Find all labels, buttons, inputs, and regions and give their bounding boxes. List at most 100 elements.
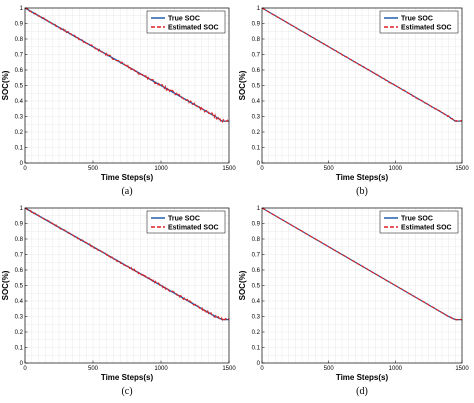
x-axis-label: Time Steps(s) (101, 373, 154, 382)
y-tick-label: 0.4 (252, 299, 261, 305)
y-tick-label: 0.6 (252, 68, 261, 74)
legend-label: True SOC (401, 15, 433, 22)
y-tick-label: 0.5 (15, 84, 24, 90)
y-tick-label: 0.8 (15, 37, 24, 43)
legend-label: Estimated SOC (401, 224, 452, 231)
y-tick-label: 0.7 (15, 53, 24, 59)
x-tick-label: 1500 (222, 166, 236, 172)
y-tick-label: 0.7 (252, 253, 261, 259)
y-tick-label: 0 (257, 361, 261, 367)
legend-label: True SOC (168, 15, 200, 22)
y-tick-label: 0.9 (252, 22, 261, 28)
x-tick-label: 1000 (154, 366, 168, 372)
subplot-c: 0 0.1 0.2 0.3 0.4 0.5 0.6 0.7 0.8 0.9 1 0 500 1000 150… (1, 206, 236, 397)
y-tick-label: 0.7 (252, 53, 261, 59)
subplot-caption: (c) (121, 386, 132, 397)
y-tick-label: 1 (20, 206, 24, 212)
x-tick-label: 0 (260, 366, 264, 372)
x-axis-label: Time Steps(s) (336, 173, 389, 182)
y-tick-label: 0.2 (15, 130, 24, 136)
y-tick-label: 0.9 (15, 222, 24, 228)
y-tick-label: 0.5 (252, 84, 261, 90)
legend-label: True SOC (168, 215, 200, 222)
y-tick-label: 0.7 (15, 253, 24, 259)
y-tick-label: 0.3 (252, 315, 261, 321)
y-tick-label: 0 (20, 161, 24, 167)
subplot-b: 0 0.1 0.2 0.3 0.4 0.5 0.6 0.7 0.8 0.9 1 0 500 1000 150… (238, 6, 469, 197)
estimated-soc-line (261, 207, 463, 321)
x-tick-label: 1000 (389, 366, 403, 372)
y-tick-label: 0.5 (15, 284, 24, 290)
x-axis-label: Time Steps(s) (336, 373, 389, 382)
legend: True SOC Estimated SOC (146, 10, 226, 34)
estimated-soc-line (261, 7, 463, 122)
y-tick-label: 0.4 (15, 299, 24, 305)
x-tick-label: 500 (88, 166, 99, 172)
y-tick-label: 0 (20, 361, 24, 367)
estimated-soc-line (24, 7, 230, 124)
x-tick-label: 1500 (455, 366, 469, 372)
grid-lines (262, 8, 462, 163)
estimated-soc-line (24, 207, 230, 322)
y-tick-label: 0.4 (15, 99, 24, 105)
grid-lines (25, 208, 229, 363)
subplot-d: 0 0.1 0.2 0.3 0.4 0.5 0.6 0.7 0.8 0.9 1 0 500 1000 150… (238, 206, 469, 397)
plot-frame (24, 207, 230, 364)
y-tick-label: 0.1 (252, 346, 261, 352)
y-tick-label: 0.6 (252, 268, 261, 274)
subplot-a: 0 0.1 0.2 0.3 0.4 0.5 0.6 0.7 0.8 0.9 1 0 500 1000 150… (1, 6, 236, 197)
legend: True SOC Estimated SOC (379, 10, 459, 34)
y-axis-label: SOC(%) (1, 270, 10, 300)
plot-frame (261, 207, 463, 364)
x-axis-label: Time Steps(s) (101, 173, 154, 182)
x-tick-label: 1500 (222, 366, 236, 372)
y-tick-label: 0.5 (252, 284, 261, 290)
y-tick-label: 0.8 (15, 237, 24, 243)
y-tick-label: 0.1 (252, 146, 261, 152)
legend-label: Estimated SOC (168, 224, 219, 231)
y-axis-label: SOC(%) (238, 70, 247, 100)
y-tick-label: 0.3 (15, 115, 24, 121)
y-tick-label: 0.9 (252, 222, 261, 228)
subplot-caption: (d) (356, 386, 368, 397)
y-tick-label: 0.9 (15, 22, 24, 28)
legend: True SOC Estimated SOC (379, 210, 459, 234)
x-tick-label: 500 (88, 366, 99, 372)
y-tick-label: 0 (257, 161, 261, 167)
y-tick-label: 0.3 (252, 115, 261, 121)
y-tick-label: 0.1 (15, 346, 24, 352)
x-tick-label: 0 (260, 166, 264, 172)
y-tick-label: 0.2 (252, 330, 261, 336)
legend-box (146, 10, 226, 34)
legend-box (146, 210, 226, 234)
y-tick-label: 1 (257, 206, 261, 212)
y-tick-label: 0.4 (252, 99, 261, 105)
grid-lines (262, 208, 462, 363)
subplot-caption: (b) (356, 186, 368, 197)
legend: True SOC Estimated SOC (146, 210, 226, 234)
x-tick-label: 1500 (455, 166, 469, 172)
x-tick-label: 1000 (154, 166, 168, 172)
y-tick-label: 0.3 (15, 315, 24, 321)
y-tick-label: 0.6 (15, 268, 24, 274)
y-tick-label: 0.8 (252, 37, 261, 43)
y-tick-label: 0.2 (252, 130, 261, 136)
plot-frame (261, 7, 463, 164)
y-tick-label: 1 (257, 6, 261, 12)
y-tick-label: 0.2 (15, 330, 24, 336)
y-tick-label: 1 (20, 6, 24, 12)
legend-label: Estimated SOC (401, 24, 452, 31)
x-tick-label: 0 (23, 166, 27, 172)
y-tick-label: 0.8 (252, 237, 261, 243)
grid-lines (25, 8, 229, 163)
legend-box (379, 210, 459, 234)
legend-label: Estimated SOC (168, 24, 219, 31)
y-axis-label: SOC(%) (238, 270, 247, 300)
x-tick-label: 1000 (389, 166, 403, 172)
x-tick-label: 500 (324, 166, 335, 172)
plot-frame (24, 7, 230, 164)
x-tick-label: 0 (23, 366, 27, 372)
x-tick-label: 500 (324, 366, 335, 372)
subplot-caption: (a) (121, 186, 132, 197)
